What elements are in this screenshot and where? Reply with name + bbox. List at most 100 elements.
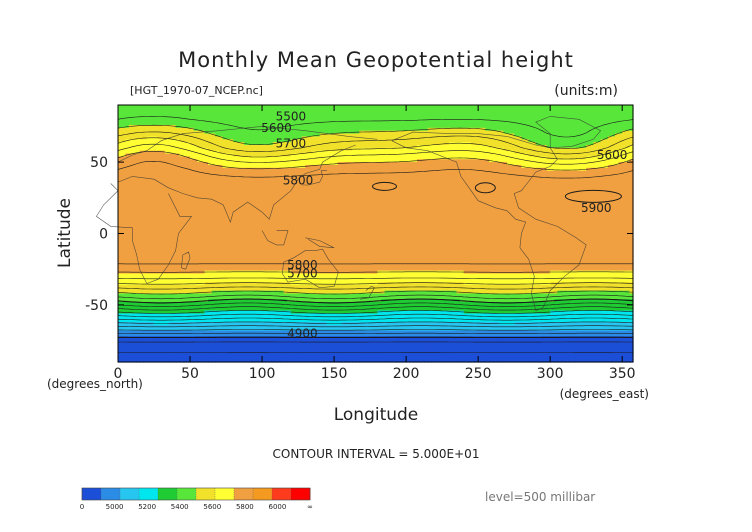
field-cell	[172, 110, 177, 115]
field-cell	[380, 113, 386, 118]
field-cell	[222, 122, 227, 126]
field-cell	[326, 113, 332, 118]
field-cell	[276, 136, 281, 140]
field-cell	[481, 124, 486, 129]
field-cell	[510, 105, 515, 109]
field-cell	[575, 144, 580, 149]
field-cell	[204, 133, 209, 138]
field-cell	[467, 127, 472, 132]
field-cell	[470, 119, 476, 123]
field-cell	[600, 144, 605, 149]
field-cell	[226, 144, 231, 149]
field-cell	[240, 139, 245, 143]
field-cell	[517, 116, 522, 120]
field-cell	[161, 142, 166, 146]
field-cell	[125, 122, 130, 126]
field-cell	[269, 144, 274, 149]
field-cell	[197, 116, 202, 120]
field-cell	[593, 122, 598, 126]
field-cell	[488, 124, 494, 129]
field-cell	[521, 133, 526, 138]
field-cell	[330, 107, 335, 112]
field-cell	[254, 147, 260, 152]
field-cell	[168, 136, 173, 140]
field-cell	[409, 119, 414, 123]
field-cell	[568, 107, 573, 112]
field-cell	[236, 113, 242, 118]
field-cell	[431, 107, 436, 112]
field-cell	[449, 130, 454, 135]
field-cell	[312, 122, 317, 126]
field-cell	[449, 110, 454, 115]
field-cell	[204, 142, 209, 146]
field-cell	[272, 110, 278, 115]
field-cell	[474, 130, 479, 135]
field-cell	[604, 113, 609, 118]
field-cell	[370, 116, 375, 120]
field-cell	[344, 144, 350, 149]
field-cell	[308, 144, 314, 149]
field-cell	[146, 139, 152, 143]
field-cell	[157, 147, 162, 152]
field-cell	[348, 122, 353, 126]
field-cell	[164, 133, 170, 138]
field-cell	[190, 116, 195, 120]
field-cell	[305, 119, 310, 123]
field-cell	[604, 130, 609, 135]
field-cell	[348, 124, 353, 129]
field-cell	[474, 136, 479, 140]
field-cell	[204, 107, 209, 112]
field-cell	[240, 122, 245, 126]
field-cell	[366, 107, 371, 112]
field-cell	[391, 136, 396, 140]
field-cell	[604, 105, 609, 109]
field-cell	[496, 142, 501, 146]
field-cell	[366, 133, 371, 138]
field-cell	[125, 136, 130, 140]
field-cell	[488, 116, 494, 120]
field-cell	[344, 113, 350, 118]
field-cell	[280, 136, 285, 140]
field-cell	[589, 139, 594, 143]
field-cell	[409, 127, 414, 132]
field-cell	[136, 127, 141, 132]
field-cell	[377, 147, 382, 152]
field-cell	[186, 127, 191, 132]
field-cell	[143, 119, 148, 123]
field-cell	[136, 113, 141, 118]
field-cell	[287, 110, 292, 115]
field-cell	[524, 136, 530, 140]
field-cell	[128, 136, 133, 140]
field-cell	[488, 147, 494, 152]
field-cell	[431, 144, 436, 149]
field-cell	[553, 116, 558, 120]
field-cell	[449, 113, 454, 118]
field-cell	[262, 113, 267, 118]
field-cell	[546, 147, 551, 152]
field-cell	[352, 107, 357, 112]
field-cell	[474, 119, 479, 123]
field-cell	[463, 136, 468, 140]
field-cell	[370, 136, 375, 140]
field-cell	[604, 147, 609, 152]
field-cell	[168, 105, 173, 109]
field-cell	[452, 142, 458, 146]
field-cell	[442, 113, 447, 118]
field-cell	[125, 130, 130, 135]
field-cell	[190, 119, 195, 123]
field-cell	[553, 136, 558, 140]
field-cell	[600, 113, 605, 118]
field-cell	[197, 142, 202, 146]
field-cell	[125, 119, 130, 123]
field-cell	[269, 110, 274, 115]
field-cell	[229, 116, 234, 120]
field-cell	[377, 130, 382, 135]
field-cell	[431, 113, 436, 118]
field-cell	[222, 130, 227, 135]
field-cell	[445, 147, 450, 152]
field-cell	[269, 116, 274, 120]
field-cell	[514, 130, 519, 135]
field-cell	[276, 139, 281, 143]
field-cell	[499, 105, 504, 109]
field-cell	[359, 124, 364, 129]
